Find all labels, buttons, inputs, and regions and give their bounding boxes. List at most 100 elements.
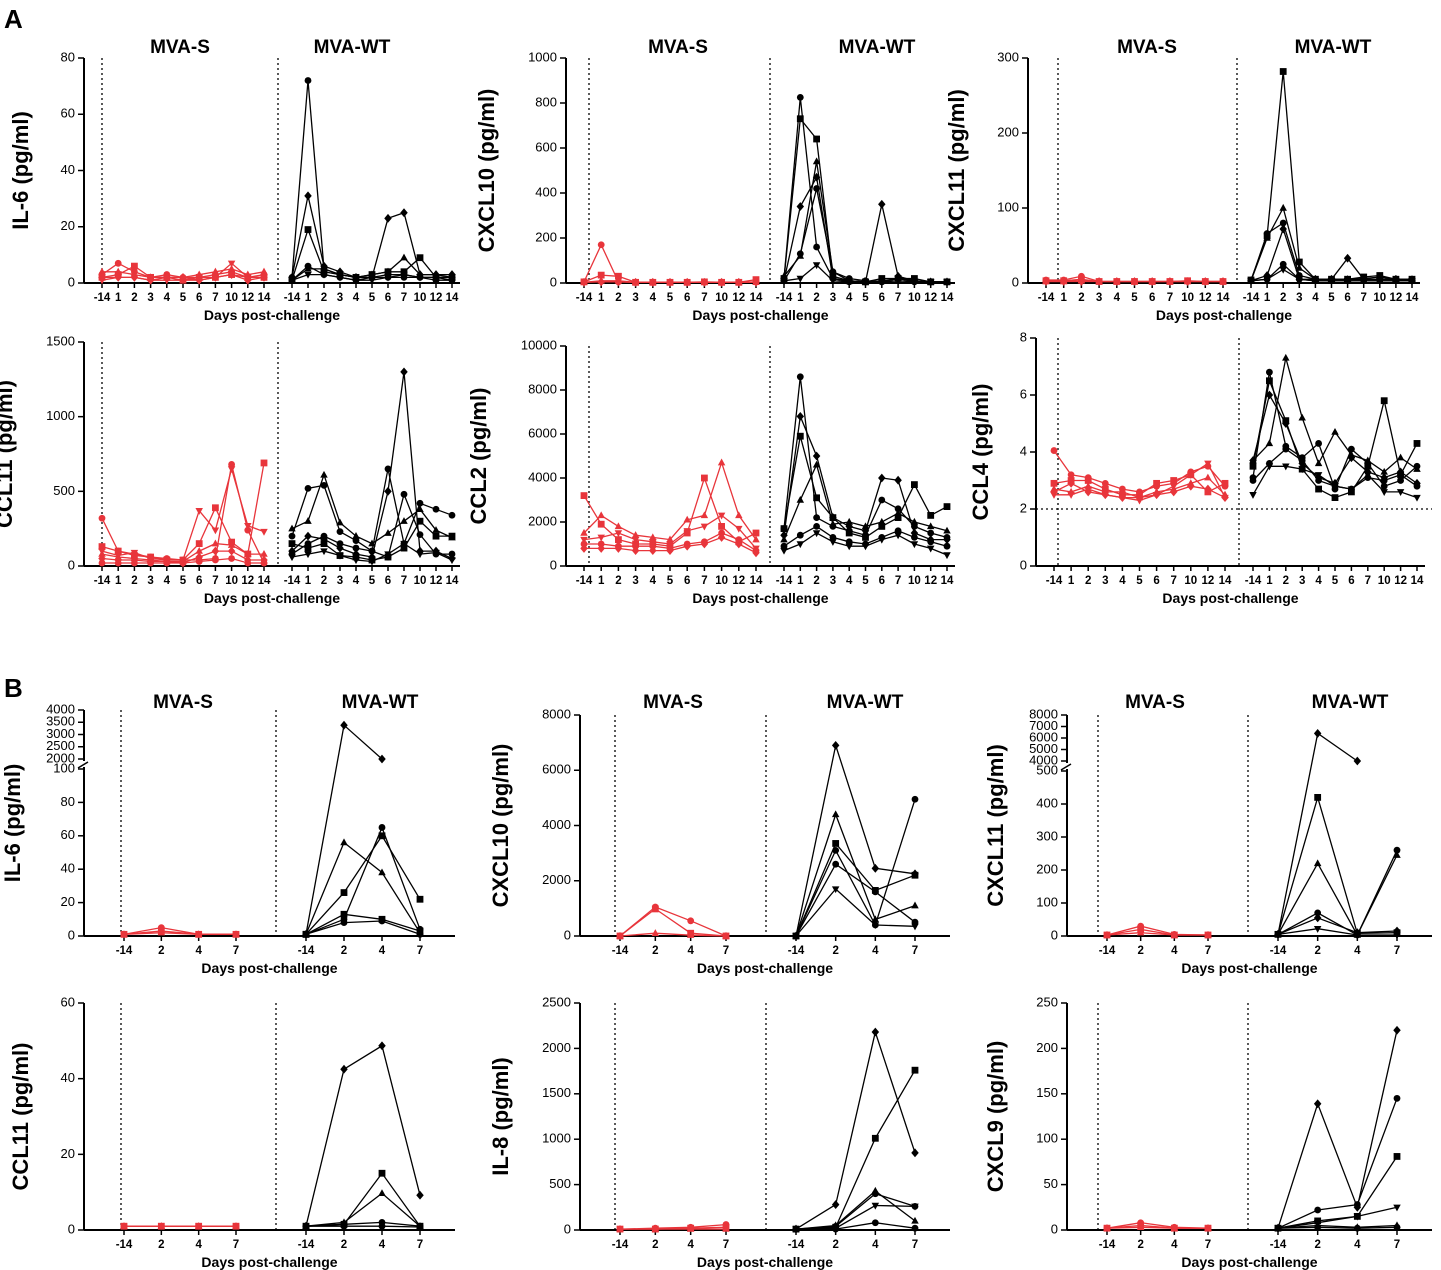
data-point xyxy=(302,930,310,938)
y-tick-label: 0 xyxy=(550,274,557,289)
x-tick-label: 3 xyxy=(632,575,638,587)
data-point xyxy=(614,522,623,530)
y-tick-label: 2500 xyxy=(542,994,571,1009)
series-5 xyxy=(98,270,268,285)
x-tick-label: -14 xyxy=(1245,575,1262,587)
data-point xyxy=(244,526,252,534)
series-line xyxy=(1277,795,1398,935)
data-point xyxy=(147,559,155,567)
series-9 xyxy=(1274,926,1401,940)
x-tick-label: 10 xyxy=(225,575,238,587)
x-tick-label: 6 xyxy=(684,292,690,304)
data-point xyxy=(1169,483,1178,491)
series-11 xyxy=(1249,445,1421,493)
data-point xyxy=(179,272,187,282)
data-point xyxy=(448,276,456,284)
data-point xyxy=(1353,1224,1361,1232)
x-tick-label: 12 xyxy=(430,575,443,587)
x-tick-label: 3 xyxy=(1296,292,1302,304)
data-point xyxy=(927,512,935,519)
data-point xyxy=(448,511,456,519)
data-point xyxy=(927,278,935,286)
data-point xyxy=(717,458,726,466)
x-axis-label: Days post-challenge xyxy=(1156,307,1292,323)
data-point xyxy=(1247,277,1255,285)
series-4 xyxy=(302,1041,424,1231)
data-point xyxy=(943,278,951,286)
data-point xyxy=(163,272,171,282)
y-tick-label: 50 xyxy=(1044,1176,1058,1191)
data-point xyxy=(1265,439,1274,447)
data-point xyxy=(796,531,804,539)
data-point xyxy=(631,536,640,544)
y-tick-label: 2 xyxy=(1020,500,1027,515)
data-point xyxy=(1413,440,1421,447)
data-point xyxy=(432,532,440,540)
data-point xyxy=(911,1216,919,1224)
series-5 xyxy=(1050,478,1229,503)
data-point xyxy=(845,529,853,537)
data-point xyxy=(752,548,760,558)
data-point xyxy=(1413,465,1421,472)
series-line xyxy=(796,1222,916,1230)
data-point xyxy=(871,1027,880,1037)
data-point xyxy=(260,559,268,567)
data-point xyxy=(780,277,788,285)
series-4 xyxy=(1274,728,1362,939)
x-tick-label: 10 xyxy=(225,292,238,304)
data-point xyxy=(878,199,886,209)
data-point xyxy=(813,135,820,143)
data-point xyxy=(320,548,328,556)
x-tick-label: 2 xyxy=(321,292,327,304)
x-tick-label: 6 xyxy=(879,292,885,304)
data-point xyxy=(752,277,760,287)
x-tick-label: 5 xyxy=(1332,575,1339,587)
data-point xyxy=(340,838,348,846)
data-point xyxy=(232,930,240,938)
data-point xyxy=(780,535,788,543)
data-point xyxy=(911,534,918,541)
chart-10: 0 20 40 60 -14 2 4 7 -14 2 4 7 Days post-challenge CC… xyxy=(8,994,455,1270)
data-point xyxy=(735,525,743,533)
x-tick-label: -14 xyxy=(1038,292,1055,304)
data-point xyxy=(580,536,588,544)
x-tick-label: 7 xyxy=(401,292,407,304)
data-point xyxy=(1279,68,1287,75)
data-point xyxy=(649,277,657,287)
data-point xyxy=(1263,271,1271,280)
data-point xyxy=(911,1148,919,1158)
data-point xyxy=(832,860,840,868)
data-point xyxy=(244,549,252,557)
x-tick-label: 7 xyxy=(212,292,218,304)
y-tick-label: 200 xyxy=(997,124,1019,139)
x-tick-label: 2 xyxy=(341,945,347,957)
x-tick-label: 14 xyxy=(258,575,271,587)
x-tick-label: 4 xyxy=(650,575,657,587)
data-point xyxy=(1282,419,1290,428)
data-point xyxy=(1360,277,1368,285)
data-point xyxy=(614,543,623,553)
data-point xyxy=(304,531,312,541)
y-tick-label: 6 xyxy=(1020,386,1027,401)
data-point xyxy=(616,1225,624,1232)
data-point xyxy=(1118,493,1127,503)
data-point xyxy=(1312,277,1319,285)
data-point xyxy=(114,559,122,567)
x-tick-label: 4 xyxy=(1171,945,1178,957)
series-line xyxy=(291,195,452,279)
y-tick-label: 1000 xyxy=(46,408,75,423)
data-point xyxy=(1263,275,1271,283)
data-point xyxy=(1204,473,1212,481)
x-tick-label: -14 xyxy=(1270,945,1287,957)
x-tick-label: 6 xyxy=(1344,292,1350,304)
data-point xyxy=(1313,926,1322,933)
data-point xyxy=(1380,489,1388,496)
data-point xyxy=(1084,487,1092,497)
group-label: MVA-S xyxy=(153,692,213,713)
data-point xyxy=(400,367,408,377)
x-tick-label: 14 xyxy=(258,292,271,304)
data-point xyxy=(1077,277,1086,286)
data-point xyxy=(1148,277,1156,286)
series-11 xyxy=(780,530,951,560)
